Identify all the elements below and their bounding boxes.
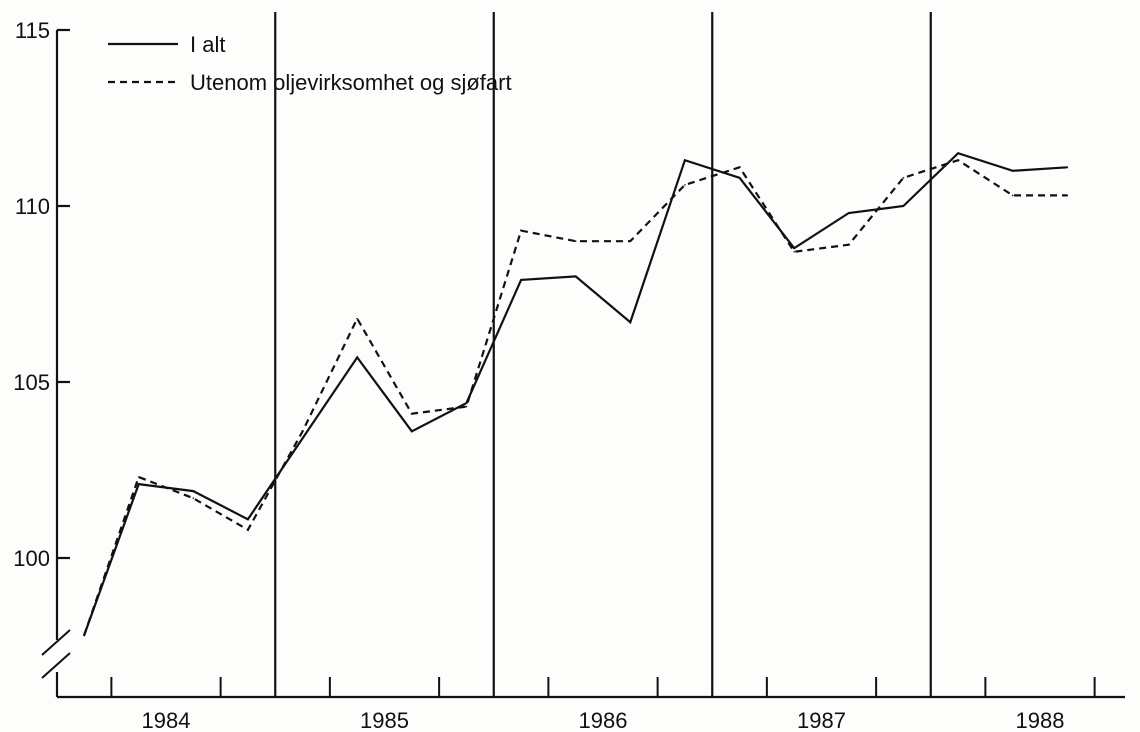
data-point-i-alt: [192, 490, 195, 492]
data-point-utenom: [411, 412, 413, 415]
data-point-utenom: [192, 497, 195, 499]
axis-break-mark: [41, 652, 71, 679]
data-point-utenom: [301, 430, 304, 433]
data-point-utenom: [684, 184, 686, 186]
series: [83, 151, 1069, 637]
data-point-i-alt: [411, 430, 413, 433]
data-point-utenom: [957, 159, 959, 162]
data-point-i-alt: [356, 356, 358, 359]
x-tick-label: 1985: [360, 708, 409, 732]
legend-label-i-alt: I alt: [190, 32, 225, 57]
y-tick-label: 110: [15, 194, 50, 219]
y-tick-label: 100: [13, 546, 50, 571]
legend-label-utenom: Utenom oljevirksomhet og sjøfart: [190, 70, 512, 95]
data-point-utenom: [793, 250, 795, 253]
x-tick-label: 1986: [579, 708, 628, 732]
data-point-i-alt: [520, 279, 522, 281]
data-point-utenom: [848, 243, 850, 246]
data-point-utenom: [83, 634, 85, 637]
series-line-utenom: [83, 158, 1068, 636]
data-point-i-alt: [1066, 166, 1069, 169]
data-point-utenom: [738, 166, 741, 169]
data-point-i-alt: [574, 275, 577, 278]
data-point-utenom: [629, 240, 632, 242]
data-point-utenom: [247, 529, 249, 531]
data-point-i-alt: [848, 212, 850, 214]
data-point-utenom: [574, 240, 577, 242]
data-point-i-alt: [738, 177, 741, 179]
legend: I alt Utenom oljevirksomhet og sjøfart: [108, 32, 512, 95]
data-point-i-alt: [1011, 170, 1014, 172]
data-point-utenom: [902, 177, 905, 179]
data-point-utenom: [356, 317, 358, 320]
year-dividers: [274, 12, 932, 697]
x-tick-label: 1987: [797, 708, 846, 732]
data-point-i-alt: [957, 152, 959, 154]
data-point-i-alt: [793, 247, 795, 250]
data-point-i-alt: [465, 402, 468, 404]
y-tick-label: 115: [15, 18, 50, 43]
data-point-utenom: [1011, 194, 1014, 197]
axis-break-mark: [41, 629, 71, 656]
data-point-i-alt: [247, 518, 249, 521]
axes: 100 105 110 115 1984 1985 1986 1987 1988: [13, 18, 1125, 732]
data-point-utenom: [520, 229, 522, 232]
x-tick-label: 1984: [142, 708, 191, 732]
data-point-i-alt: [137, 483, 140, 485]
x-tick-label: 1988: [1016, 708, 1065, 732]
data-point-i-alt: [902, 205, 905, 207]
data-point-i-alt: [629, 321, 632, 323]
data-point-utenom: [137, 476, 140, 478]
data-point-utenom: [465, 405, 468, 408]
series-line-i-alt: [83, 151, 1068, 636]
y-tick-label: 105: [13, 370, 50, 395]
data-point-utenom: [1066, 194, 1069, 197]
data-point-i-alt: [301, 437, 304, 440]
data-point-i-alt: [684, 159, 686, 162]
